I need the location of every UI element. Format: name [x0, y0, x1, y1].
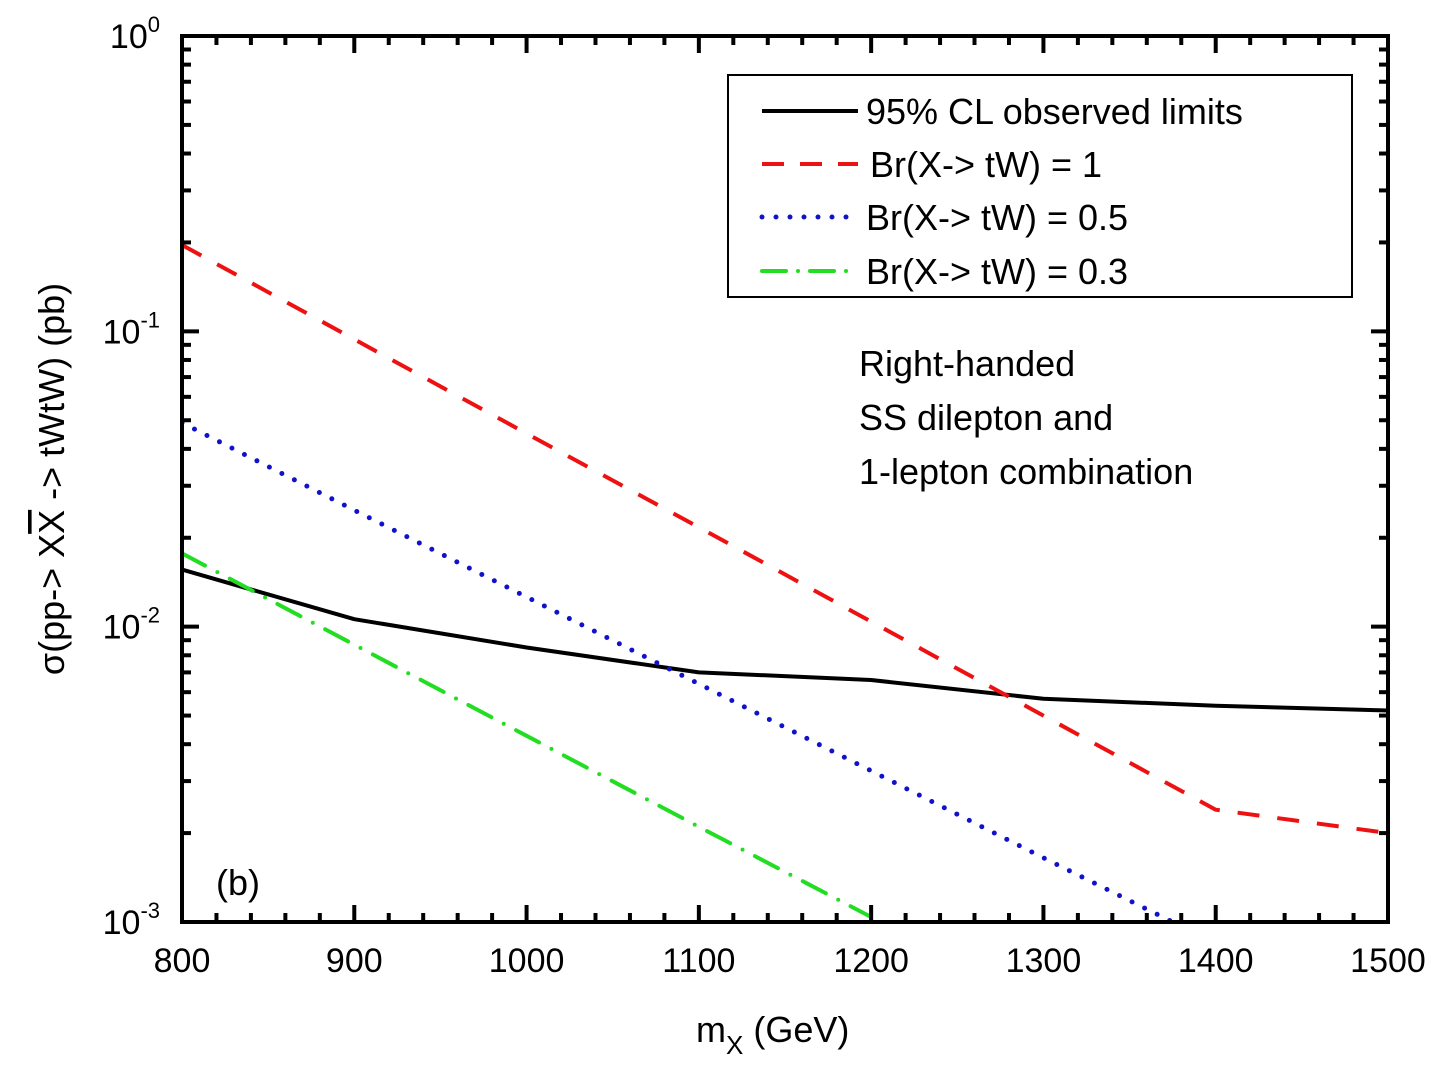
y-tick-exponent: -2 — [140, 603, 160, 628]
panel-label: (b) — [216, 862, 260, 903]
x-tick-label: 1100 — [662, 942, 735, 980]
y-tick-base: 10 — [103, 313, 141, 351]
x-tick-label: 1000 — [489, 942, 565, 980]
y-axis-title-bar: X — [31, 510, 72, 534]
svg-text:σ(pp-> XX -> tWtW) (pb): σ(pp-> XX -> tWtW) (pb) — [31, 283, 72, 675]
series-line-2 — [182, 420, 1176, 922]
y-tick-exponent: 0 — [148, 12, 160, 37]
x-tick-labels: 800 900 1000 1100 1200 1300 1400 1500 — [154, 942, 1426, 980]
legend-label-2: Br(X-> tW) = 0.5 — [866, 197, 1128, 238]
x-axis-title-sub: X — [726, 1030, 743, 1060]
x-tick-label: 1200 — [833, 942, 909, 980]
y-axis-title-pre: σ(pp-> X — [31, 534, 72, 675]
x-tick-label: 1400 — [1178, 942, 1254, 980]
annotation-line-1: Right-handed — [859, 343, 1075, 384]
series-line-0 — [182, 567, 1388, 713]
x-axis-title-unit: (GeV) — [743, 1009, 849, 1050]
y-tick-exponent: -3 — [140, 898, 160, 923]
y-tick-label: 10-1 — [103, 307, 160, 351]
legend-label-0: 95% CL observed limits — [866, 91, 1243, 132]
x-axis-title: mX (GeV) — [696, 1009, 849, 1060]
x-tick-label: 800 — [154, 942, 211, 980]
annotation-line-3: 1-lepton combination — [859, 451, 1193, 492]
y-tick-base: 10 — [103, 609, 141, 647]
plot-frame — [180, 34, 1390, 924]
annotation-line-2: SS dilepton and — [859, 397, 1113, 438]
y-axis-title: σ(pp-> XX -> tWtW) (pb) — [31, 283, 72, 675]
y-tick-label: 100 — [110, 12, 160, 56]
y-tick-label: 10-3 — [103, 898, 160, 942]
legend: 95% CL observed limits Br(X-> tW) = 1 Br(X… — [727, 74, 1353, 298]
y-tick-exponent: -1 — [140, 307, 160, 332]
legend-items: 95% CL observed limits Br(X-> tW) = 1 Br(X… — [759, 91, 1243, 292]
x-axis-title-main: m — [696, 1009, 726, 1050]
legend-label-3: Br(X-> tW) = 0.3 — [866, 251, 1128, 292]
legend-label-1: Br(X-> tW) = 1 — [870, 144, 1102, 185]
y-tick-base: 10 — [110, 18, 148, 56]
series-layer — [182, 243, 1388, 922]
y-tick-label: 10-2 — [103, 603, 160, 647]
x-tick-label: 1300 — [1006, 942, 1082, 980]
x-tick-label: 1500 — [1350, 942, 1426, 980]
series-line-3 — [182, 551, 874, 919]
y-axis-title-post: -> tWtW) (pb) — [31, 283, 72, 510]
y-tick-base: 10 — [103, 904, 141, 942]
x-tick-label: 900 — [326, 942, 383, 980]
series-line-1 — [182, 243, 1388, 836]
